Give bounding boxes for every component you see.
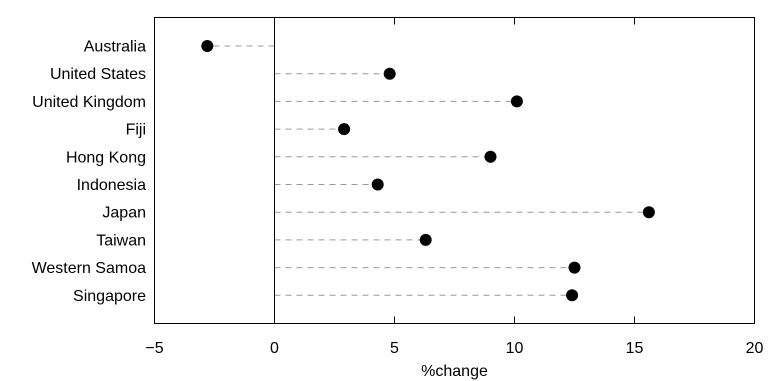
x-axis-title: %change bbox=[421, 363, 488, 380]
category-label: Hong Kong bbox=[66, 149, 146, 166]
x-tick-label: 10 bbox=[506, 340, 524, 357]
data-points bbox=[201, 40, 655, 302]
x-axis-tick-labels: −5 0 5 10 15 20 bbox=[145, 340, 763, 357]
data-point bbox=[484, 150, 497, 163]
x-tick-label: 5 bbox=[390, 340, 399, 357]
data-point bbox=[201, 40, 214, 52]
data-point bbox=[338, 123, 351, 136]
category-label: Fiji bbox=[126, 122, 146, 139]
x-tick-label: 0 bbox=[270, 340, 279, 357]
category-label: United States bbox=[50, 66, 146, 83]
data-point bbox=[510, 95, 523, 108]
category-label: Taiwan bbox=[96, 232, 146, 249]
x-tick-label: 20 bbox=[746, 340, 764, 357]
x-tick-label: −5 bbox=[145, 340, 163, 357]
data-point bbox=[568, 261, 581, 274]
data-point bbox=[419, 233, 432, 246]
connector-lines bbox=[207, 45, 649, 296]
category-label: Japan bbox=[102, 205, 146, 222]
category-label: Australia bbox=[84, 39, 146, 56]
category-label: Indonesia bbox=[77, 177, 146, 194]
plot-frame bbox=[154, 17, 755, 324]
category-label: Singapore bbox=[73, 288, 146, 305]
data-point bbox=[642, 206, 655, 219]
data-point bbox=[383, 67, 396, 80]
data-point bbox=[566, 289, 579, 302]
x-tick-label: 15 bbox=[626, 340, 644, 357]
category-labels: Australia United States United Kingdom Fiji… bbox=[32, 39, 147, 305]
category-label: United Kingdom bbox=[32, 94, 146, 111]
category-label: Western Samoa bbox=[32, 260, 147, 277]
x-axis-ticks bbox=[154, 17, 755, 324]
data-point bbox=[371, 178, 384, 191]
